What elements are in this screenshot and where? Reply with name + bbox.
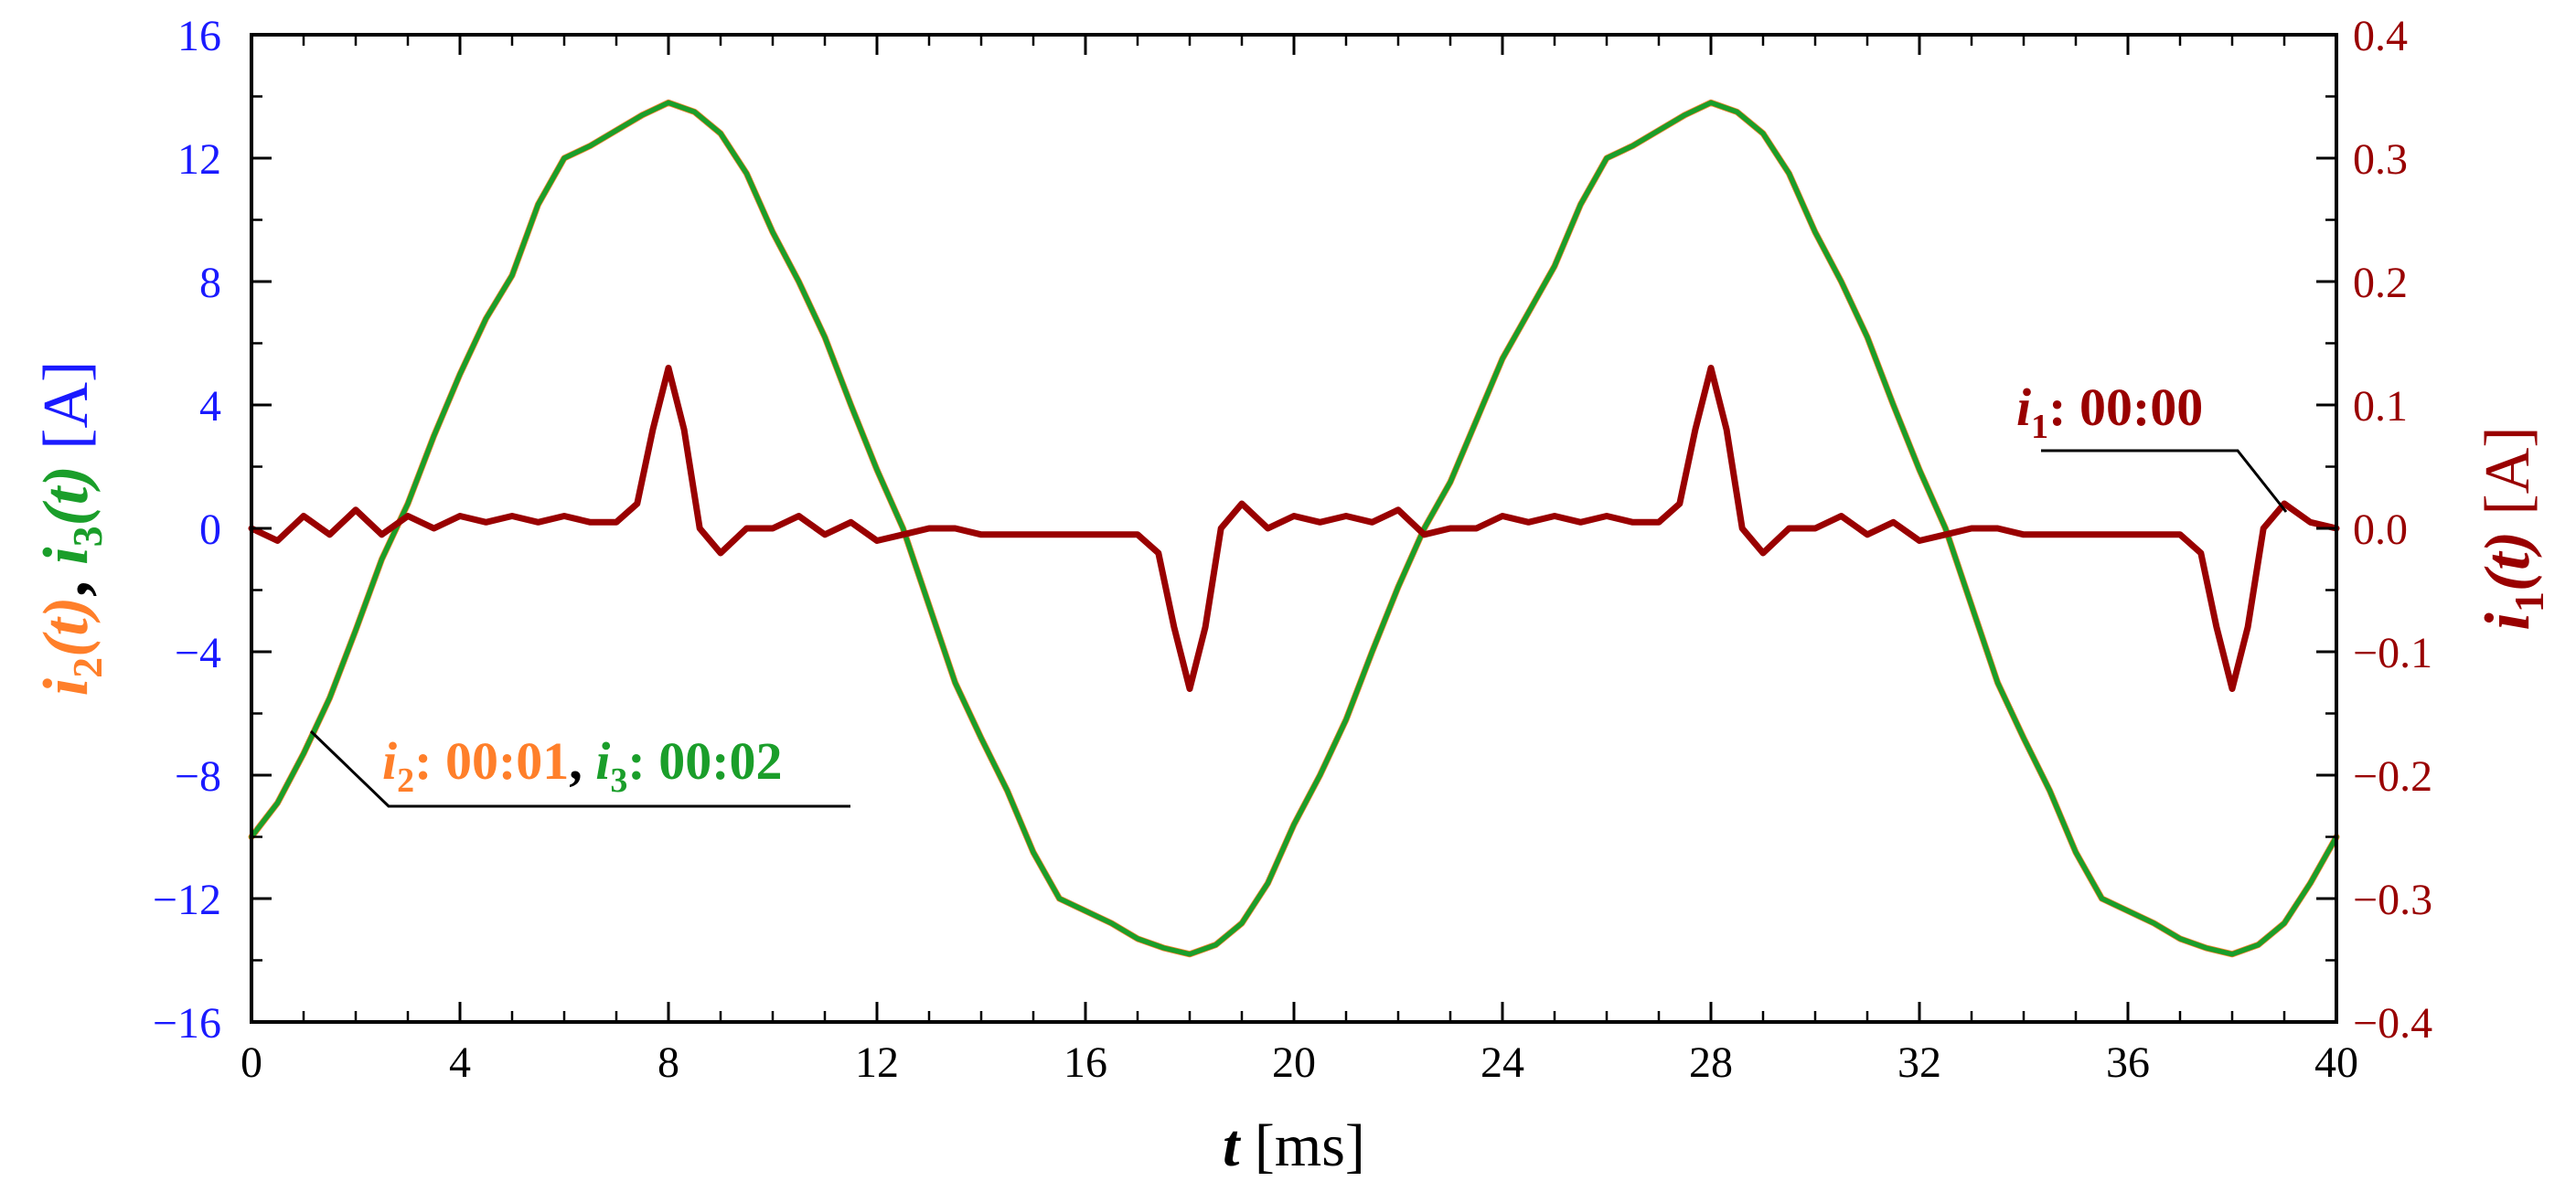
y-axis-right-label: i1(t) [A] xyxy=(2473,426,2552,630)
y-right-tick-label: −0.1 xyxy=(2353,629,2432,677)
x-tick-label: 4 xyxy=(449,1038,471,1087)
x-tick-label: 40 xyxy=(2314,1038,2358,1087)
x-tick-label: 28 xyxy=(1689,1038,1733,1087)
x-tick-label: 24 xyxy=(1480,1038,1524,1087)
right-label-rest: (t) xyxy=(2473,531,2543,591)
ticks-layer xyxy=(250,33,2338,1024)
annotation-separator: , xyxy=(569,731,595,791)
left-label-i2-rest: (t) xyxy=(31,597,102,657)
x-tick-label: 36 xyxy=(2106,1038,2150,1087)
i1-annotation-leader xyxy=(2041,449,2288,513)
y-right-tick-label: 0.0 xyxy=(2353,506,2408,554)
x-tick-label: 0 xyxy=(240,1038,262,1087)
x-tick-label: 8 xyxy=(657,1038,679,1087)
series-i1-line xyxy=(248,365,2340,692)
y-left-tick-label: −4 xyxy=(175,629,221,677)
x-tick-label: 12 xyxy=(855,1038,899,1087)
y-right-tick-label: 0.2 xyxy=(2353,259,2408,307)
y-left-tick-label: −8 xyxy=(175,752,221,801)
right-label-unit: [A] xyxy=(2473,426,2543,515)
i3-annotation-subscript: 3 xyxy=(610,761,627,800)
left-label-unit: [A] xyxy=(31,361,102,450)
y-left-tick-label: 8 xyxy=(199,259,221,307)
series-i3-line xyxy=(249,100,2339,957)
x-axis-label: t [ms] xyxy=(1223,1112,1365,1179)
i2-annotation-subscript: 2 xyxy=(397,761,414,800)
i2-annotation-text: : 00:01 xyxy=(414,731,569,791)
i2-i3-annotation: i2: 00:01, i3: 00:02 xyxy=(382,731,783,800)
y-left-tick-label: −12 xyxy=(153,876,221,924)
y-left-tick-label: 12 xyxy=(177,135,221,184)
i1-annotation-text: : 00:00 xyxy=(2048,378,2203,437)
i1-annotation-symbol: i xyxy=(2016,378,2031,437)
i1-annotation-subscript: 1 xyxy=(2031,408,2048,446)
i2-annotation-symbol: i xyxy=(382,731,397,791)
y-right-tick-label: −0.4 xyxy=(2353,999,2432,1048)
x-tick-label: 32 xyxy=(1897,1038,1941,1087)
y-axis-left-label: i2(t), i3(t) [A] xyxy=(31,361,111,697)
y-left-tick-label: 16 xyxy=(177,12,221,60)
left-label-i3-subscript: 3 xyxy=(64,526,111,547)
plot-frame xyxy=(250,33,2338,1024)
y-right-tick-label: 0.4 xyxy=(2353,12,2408,60)
y-left-tick-label: 0 xyxy=(199,506,221,554)
left-label-i3-symbol: i xyxy=(31,547,102,565)
i3-annotation-symbol: i xyxy=(595,731,610,791)
y-right-tick-label: −0.2 xyxy=(2353,752,2432,801)
x-tick-label: 16 xyxy=(1064,1038,1107,1087)
y-right-tick-label: 0.1 xyxy=(2353,382,2408,431)
y-right-tick-label: 0.3 xyxy=(2353,135,2408,184)
x-axis-unit: [ms] xyxy=(1255,1112,1365,1179)
left-label-separator: , xyxy=(31,565,102,597)
y-right-tick-label: −0.3 xyxy=(2353,876,2432,924)
i1-annotation: i1: 00:00 xyxy=(2016,378,2203,446)
x-tick-label: 20 xyxy=(1272,1038,1316,1087)
left-label-i2-subscript: 2 xyxy=(64,657,111,678)
right-label-subscript: 1 xyxy=(2506,591,2552,612)
y-left-tick-label: −16 xyxy=(153,999,221,1048)
right-label-symbol: i xyxy=(2473,612,2543,631)
series-layer xyxy=(248,99,2340,958)
i3-annotation-text: : 00:02 xyxy=(627,731,782,791)
x-axis-symbol: t xyxy=(1223,1112,1241,1179)
left-label-i2-symbol: i xyxy=(31,677,102,696)
left-label-i3-rest: (t) xyxy=(31,465,102,526)
y-left-tick-label: 4 xyxy=(199,382,221,431)
tick-labels: 0 4 8 12 16 20 24 28 32 36 40−16 −0.4−12 −0.3−8 −0.2−… xyxy=(153,12,2432,1087)
i2-i3-annotation-leader xyxy=(309,729,850,808)
